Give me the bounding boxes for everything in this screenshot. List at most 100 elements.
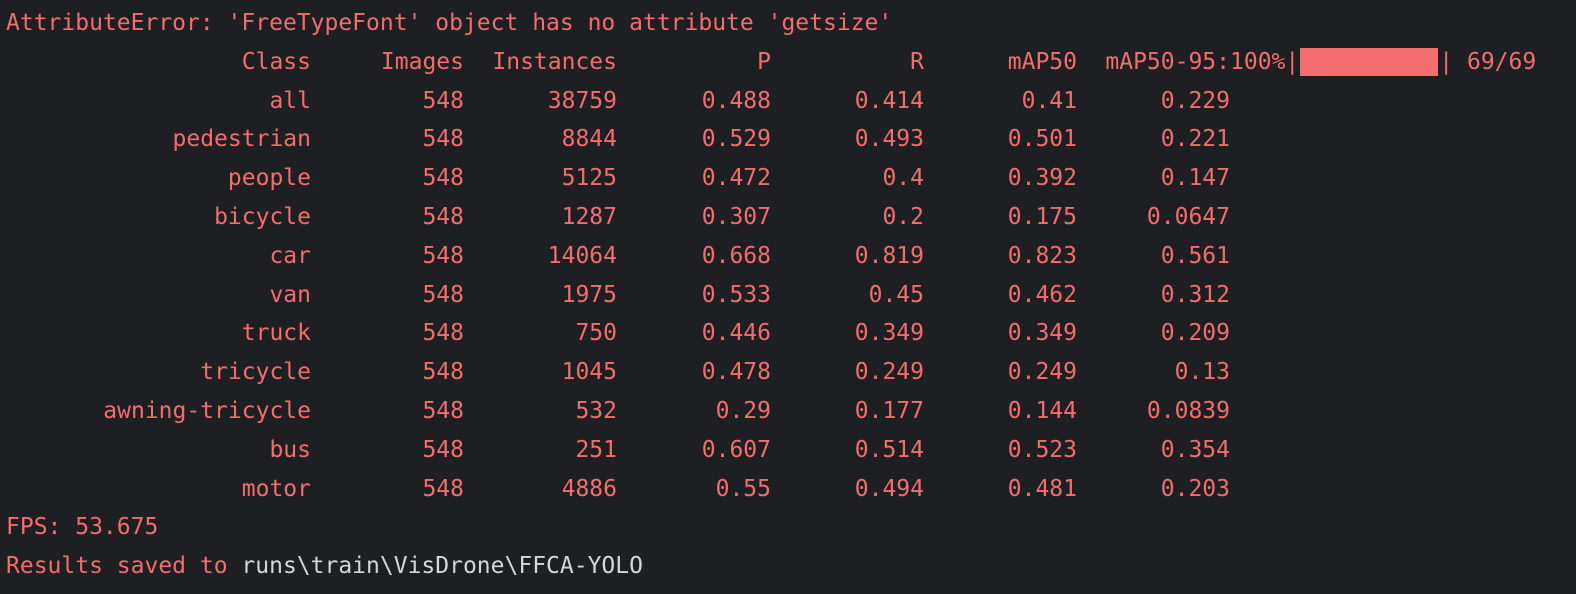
table-row: people 548 5125 0.472 0.4 0.392 0.147 [6, 159, 1576, 198]
progress-bar: | | [1285, 43, 1453, 82]
header-class: Class [241, 48, 311, 75]
table-row: car 548 14064 0.668 0.819 0.823 0.561 [6, 237, 1576, 276]
results-prefix: Results saved to [6, 553, 242, 580]
cell-map50-95: 0.312 [1160, 281, 1230, 308]
cell-class: van [269, 281, 311, 308]
fps-line: FPS: 53.675 [6, 514, 159, 541]
progress-percent: 100% [1230, 48, 1286, 75]
table-row: van 548 1975 0.533 0.45 0.462 0.312 [6, 276, 1576, 315]
cell-map50: 0.144 [1007, 397, 1077, 424]
cell-map50-95: 0.221 [1160, 126, 1230, 153]
cell-p: 0.529 [701, 126, 771, 153]
cell-p: 0.446 [701, 320, 771, 347]
cell-r: 0.4 [882, 165, 924, 192]
cell-r: 0.249 [854, 359, 924, 386]
cell-r: 0.349 [854, 320, 924, 347]
cell-instances: 1287 [561, 203, 617, 230]
cell-class: awning-tricycle [103, 397, 311, 424]
cell-p: 0.472 [701, 165, 771, 192]
cell-class: car [269, 242, 311, 269]
cell-p: 0.533 [701, 281, 771, 308]
cell-class: truck [241, 320, 311, 347]
cell-images: 548 [422, 475, 464, 502]
cell-instances: 5125 [561, 165, 617, 192]
cell-p: 0.478 [701, 359, 771, 386]
header-p: P [757, 48, 771, 75]
results-path: runs\train\VisDrone\FFCA-YOLO [241, 553, 643, 580]
cell-map50-95: 0.561 [1160, 242, 1230, 269]
cell-p: 0.607 [701, 436, 771, 463]
cell-map50: 0.249 [1007, 359, 1077, 386]
cell-map50: 0.175 [1007, 203, 1077, 230]
progress-bar-fill [1300, 48, 1439, 77]
cell-class: people [227, 165, 311, 192]
cell-map50: 0.41 [1021, 87, 1077, 114]
progress-pipe-right: | [1439, 48, 1454, 75]
table-row: awning-tricycle 548 532 0.29 0.177 0.144 0.083… [6, 392, 1576, 431]
cell-map50-95: 0.13 [1174, 359, 1230, 386]
error-line: AttributeError: 'FreeTypeFont' object ha… [6, 10, 893, 36]
cell-map50: 0.501 [1007, 126, 1077, 153]
cell-map50-95: 0.203 [1160, 475, 1230, 502]
header-map50: mAP50 [1007, 48, 1077, 75]
table-row: bus 548 251 0.607 0.514 0.523 0.354 [6, 431, 1576, 470]
table-row: truck 548 750 0.446 0.349 0.349 0.209 [6, 314, 1576, 353]
cell-images: 548 [422, 242, 464, 269]
cell-instances: 750 [575, 320, 617, 347]
cell-instances: 1045 [561, 359, 617, 386]
cell-instances: 38759 [547, 87, 617, 114]
cell-class: pedestrian [172, 126, 311, 153]
cell-images: 548 [422, 436, 464, 463]
results-line: Results saved to runs\train\VisDrone\FFC… [6, 547, 1576, 586]
cell-class: bicycle [214, 203, 311, 230]
cell-images: 548 [422, 165, 464, 192]
table-row: motor 548 4886 0.55 0.494 0.481 0.203 [6, 470, 1576, 509]
cell-r: 0.414 [854, 87, 924, 114]
cell-map50: 0.481 [1007, 475, 1077, 502]
cell-instances: 1975 [561, 281, 617, 308]
cell-map50-95: 0.229 [1160, 87, 1230, 114]
cell-r: 0.819 [854, 242, 924, 269]
cell-class: all [269, 87, 311, 114]
cell-r: 0.514 [854, 436, 924, 463]
cell-r: 0.494 [854, 475, 924, 502]
cell-instances: 4886 [561, 475, 617, 502]
cell-p: 0.55 [715, 475, 771, 502]
cell-map50: 0.349 [1007, 320, 1077, 347]
cell-images: 548 [422, 281, 464, 308]
cell-r: 0.493 [854, 126, 924, 153]
cell-map50-95: 0.147 [1160, 165, 1230, 192]
progress-pipe-left: | [1285, 48, 1300, 75]
cell-p: 0.29 [715, 397, 771, 424]
table-row: pedestrian 548 8844 0.529 0.493 0.501 0.221 [6, 120, 1576, 159]
header-instances: Instances [492, 48, 617, 75]
cell-images: 548 [422, 126, 464, 153]
cell-map50: 0.392 [1007, 165, 1077, 192]
cell-map50-95: 0.209 [1160, 320, 1230, 347]
cell-r: 0.177 [854, 397, 924, 424]
progress-count: 69/69 [1466, 48, 1537, 75]
cell-p: 0.668 [701, 242, 771, 269]
cell-p: 0.488 [701, 87, 771, 114]
table-row: bicycle 548 1287 0.307 0.2 0.175 0.0647 [6, 198, 1576, 237]
cell-r: 0.45 [868, 281, 924, 308]
cell-instances: 532 [575, 397, 617, 424]
cell-images: 548 [422, 359, 464, 386]
cell-instances: 251 [575, 436, 617, 463]
cell-images: 548 [422, 320, 464, 347]
cell-images: 548 [422, 203, 464, 230]
cell-images: 548 [422, 87, 464, 114]
cell-map50: 0.823 [1007, 242, 1077, 269]
cell-map50-95: 0.0839 [1146, 397, 1230, 424]
cell-images: 548 [422, 397, 464, 424]
cell-p: 0.307 [701, 203, 771, 230]
header-images: Images [380, 48, 464, 75]
header-r: R [910, 48, 924, 75]
cell-map50: 0.462 [1007, 281, 1077, 308]
cell-map50-95: 0.354 [1160, 436, 1230, 463]
header-map50-95: mAP50-95: [1105, 48, 1230, 75]
cell-map50-95: 0.0647 [1146, 203, 1230, 230]
progress-indicator: 100% | | 69/69 [1230, 43, 1536, 82]
cell-map50: 0.523 [1007, 436, 1077, 463]
